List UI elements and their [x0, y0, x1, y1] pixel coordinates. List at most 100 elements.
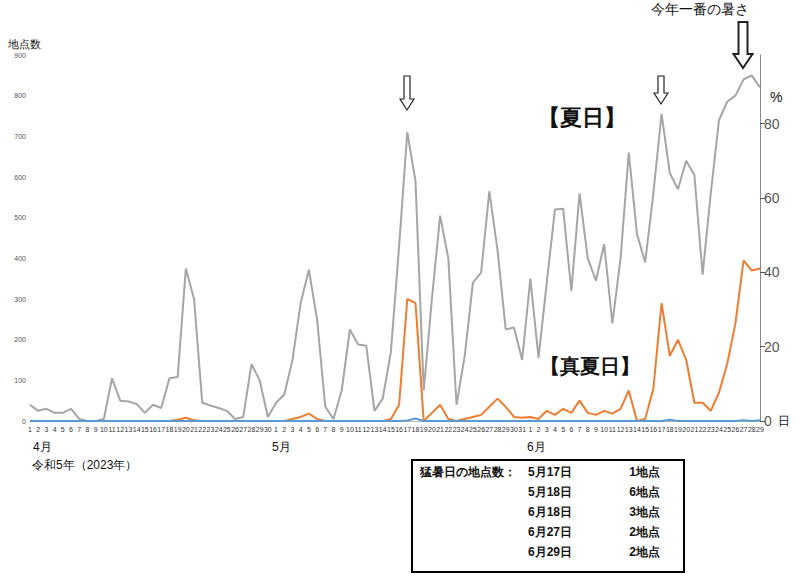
svg-text:23: 23 [207, 426, 215, 433]
svg-text:13: 13 [625, 426, 633, 433]
svg-text:300: 300 [14, 296, 26, 303]
svg-text:13: 13 [371, 426, 379, 433]
svg-text:26: 26 [731, 426, 739, 433]
svg-text:5: 5 [61, 426, 65, 433]
svg-text:27: 27 [485, 426, 493, 433]
svg-text:14: 14 [379, 426, 387, 433]
svg-text:6月27日: 6月27日 [528, 525, 572, 539]
svg-text:29: 29 [256, 426, 264, 433]
svg-text:23: 23 [707, 426, 715, 433]
svg-text:今年一番の暑さ: 今年一番の暑さ [651, 1, 749, 17]
svg-text:9: 9 [340, 426, 344, 433]
svg-text:6: 6 [69, 426, 73, 433]
svg-text:23: 23 [453, 426, 461, 433]
svg-text:900: 900 [14, 52, 26, 59]
svg-text:19: 19 [674, 426, 682, 433]
svg-text:6地点: 6地点 [629, 485, 660, 499]
svg-text:700: 700 [14, 133, 26, 140]
svg-text:800: 800 [14, 92, 26, 99]
svg-text:21: 21 [190, 426, 198, 433]
svg-text:28: 28 [248, 426, 256, 433]
svg-text:5月17日: 5月17日 [528, 465, 572, 479]
svg-text:20: 20 [682, 426, 690, 433]
svg-text:29: 29 [502, 426, 510, 433]
svg-text:3: 3 [44, 426, 48, 433]
svg-text:5月: 5月 [272, 440, 291, 454]
svg-text:18: 18 [666, 426, 674, 433]
svg-text:7: 7 [578, 426, 582, 433]
svg-text:30: 30 [264, 426, 272, 433]
svg-text:25: 25 [723, 426, 731, 433]
svg-text:5月18日: 5月18日 [528, 485, 572, 499]
svg-text:60: 60 [764, 190, 780, 206]
svg-text:27: 27 [239, 426, 247, 433]
svg-text:28: 28 [494, 426, 502, 433]
svg-text:200: 200 [14, 336, 26, 343]
svg-text:20: 20 [428, 426, 436, 433]
svg-text:9: 9 [594, 426, 598, 433]
svg-text:3地点: 3地点 [629, 505, 660, 519]
svg-text:3: 3 [291, 426, 295, 433]
svg-text:16: 16 [149, 426, 157, 433]
svg-text:【夏日】: 【夏日】 [538, 105, 626, 130]
svg-text:400: 400 [14, 255, 26, 262]
svg-text:11: 11 [354, 426, 361, 433]
svg-text:地点数: 地点数 [7, 38, 41, 50]
svg-text:15: 15 [141, 426, 149, 433]
svg-text:24: 24 [715, 426, 723, 433]
svg-text:4: 4 [553, 426, 557, 433]
svg-text:29: 29 [756, 426, 764, 433]
svg-text:31: 31 [518, 426, 526, 433]
svg-text:8: 8 [332, 426, 336, 433]
svg-text:4: 4 [53, 426, 57, 433]
svg-text:日: 日 [778, 414, 790, 428]
svg-text:28: 28 [748, 426, 756, 433]
svg-text:11: 11 [108, 426, 115, 433]
svg-text:26: 26 [477, 426, 485, 433]
svg-text:10: 10 [100, 426, 108, 433]
svg-text:1: 1 [274, 426, 278, 433]
svg-text:15: 15 [641, 426, 649, 433]
svg-text:3: 3 [545, 426, 549, 433]
svg-text:2: 2 [282, 426, 286, 433]
svg-text:0: 0 [764, 413, 772, 429]
svg-text:1: 1 [28, 426, 32, 433]
svg-text:%: % [770, 89, 782, 105]
svg-text:22: 22 [444, 426, 452, 433]
svg-text:12: 12 [116, 426, 124, 433]
svg-text:18: 18 [412, 426, 420, 433]
svg-text:9: 9 [94, 426, 98, 433]
svg-text:6月: 6月 [527, 440, 546, 454]
svg-text:猛暑日の地点数：: 猛暑日の地点数： [419, 465, 516, 479]
svg-text:17: 17 [157, 426, 165, 433]
svg-text:2: 2 [36, 426, 40, 433]
svg-text:4月: 4月 [33, 440, 52, 454]
svg-text:6月18日: 6月18日 [528, 505, 572, 519]
svg-text:0: 0 [22, 418, 26, 425]
svg-text:8: 8 [85, 426, 89, 433]
svg-text:12: 12 [362, 426, 370, 433]
svg-text:17: 17 [403, 426, 411, 433]
svg-text:4: 4 [299, 426, 303, 433]
svg-text:2: 2 [537, 426, 541, 433]
svg-text:600: 600 [14, 174, 26, 181]
svg-text:8: 8 [586, 426, 590, 433]
svg-text:22: 22 [699, 426, 707, 433]
svg-text:1地点: 1地点 [629, 465, 660, 479]
svg-text:10: 10 [346, 426, 354, 433]
svg-text:24: 24 [215, 426, 223, 433]
svg-text:500: 500 [14, 214, 26, 221]
svg-text:21: 21 [436, 426, 444, 433]
svg-text:11: 11 [609, 426, 616, 433]
svg-text:14: 14 [133, 426, 141, 433]
svg-text:25: 25 [469, 426, 477, 433]
svg-text:19: 19 [174, 426, 182, 433]
svg-text:80: 80 [764, 116, 780, 132]
svg-text:10: 10 [600, 426, 608, 433]
svg-text:6月29日: 6月29日 [528, 545, 572, 559]
svg-text:21: 21 [690, 426, 698, 433]
svg-text:100: 100 [14, 377, 26, 384]
svg-text:7: 7 [77, 426, 81, 433]
svg-text:2地点: 2地点 [629, 545, 660, 559]
svg-text:25: 25 [223, 426, 231, 433]
